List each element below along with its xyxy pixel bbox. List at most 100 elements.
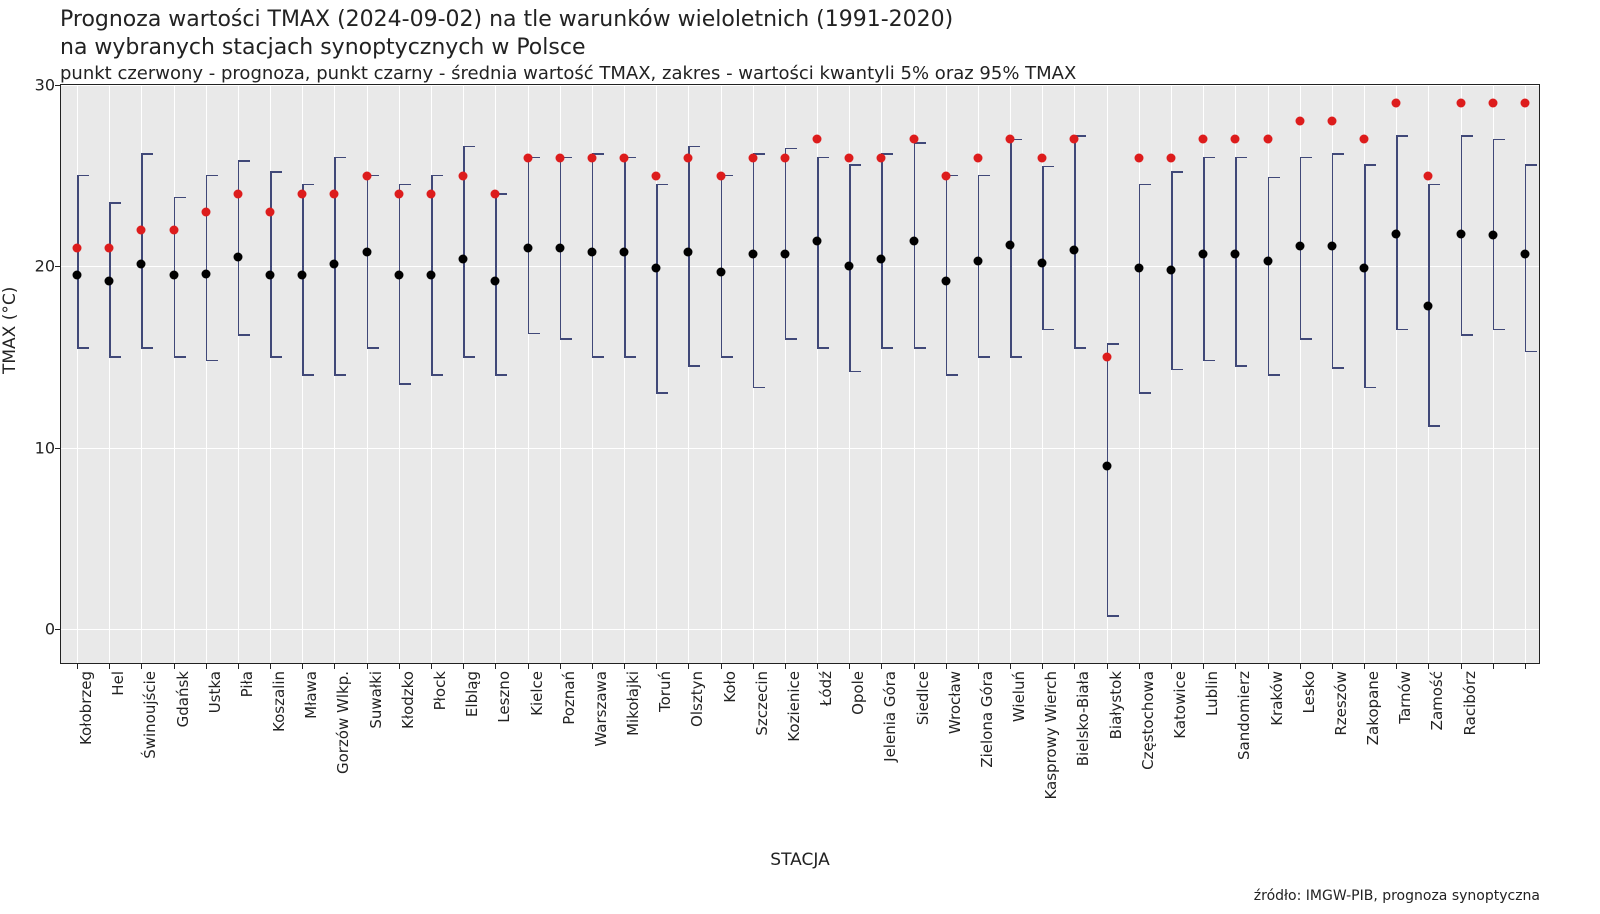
forecast-dot	[137, 226, 146, 235]
error-cap-low	[817, 347, 829, 349]
error-cap-low	[656, 392, 668, 394]
error-cap-low	[914, 347, 926, 349]
error-cap-low	[1235, 365, 1247, 367]
mean-dot	[266, 271, 275, 280]
forecast-dot	[716, 171, 725, 180]
xtick-label: Elbląg	[463, 648, 481, 694]
forecast-dot	[266, 207, 275, 216]
xtick-label: Łódź	[817, 653, 835, 688]
xtick-mark	[1525, 663, 1526, 669]
error-cap-low	[334, 374, 346, 376]
ytick-mark	[55, 448, 61, 449]
error-bar	[1203, 158, 1205, 361]
error-cap-low	[1074, 347, 1086, 349]
xtick-mark	[1493, 663, 1494, 669]
forecast-dot	[201, 207, 210, 216]
gridline-h	[61, 266, 1539, 267]
xtick-label: Suwałki	[367, 642, 385, 700]
error-bar	[656, 185, 658, 393]
error-cap-high	[1428, 184, 1440, 186]
xtick-label: Gorzów Wlkp.	[334, 619, 352, 722]
error-cap-low	[946, 374, 958, 376]
mean-dot	[1070, 245, 1079, 254]
xtick-label: Częstochowa	[1139, 622, 1157, 721]
xtick-label: Siedlce	[914, 644, 932, 698]
error-cap-high	[141, 153, 153, 155]
error-bar	[1364, 165, 1366, 388]
error-bar	[881, 154, 883, 348]
xtick-label: Olsztyn	[688, 643, 706, 699]
mean-dot	[394, 271, 403, 280]
error-cap-high	[431, 175, 443, 177]
error-cap-high	[1364, 164, 1376, 166]
error-cap-high	[849, 164, 861, 166]
mean-dot	[555, 244, 564, 253]
xtick-label: Leszno	[495, 645, 513, 697]
mean-dot	[201, 269, 210, 278]
mean-dot	[298, 271, 307, 280]
error-bar	[367, 176, 369, 348]
error-cap-high	[1235, 157, 1247, 159]
error-bar	[302, 185, 304, 375]
forecast-dot	[748, 153, 757, 162]
error-cap-low	[463, 356, 475, 358]
error-bar	[1268, 177, 1270, 375]
forecast-dot	[1167, 153, 1176, 162]
mean-dot	[1392, 229, 1401, 238]
gridline-v	[206, 85, 207, 663]
error-bar	[1139, 185, 1141, 393]
xtick-label: Warszawa	[592, 633, 610, 709]
mean-dot	[1263, 256, 1272, 265]
forecast-dot	[1520, 99, 1529, 108]
forecast-dot	[1199, 135, 1208, 144]
error-cap-low	[1428, 425, 1440, 427]
forecast-dot	[587, 153, 596, 162]
error-cap-low	[109, 356, 121, 358]
xtick-label: Gdańsk	[174, 643, 192, 699]
mean-dot	[587, 247, 596, 256]
xtick-label: Płock	[431, 651, 449, 690]
mean-dot	[845, 262, 854, 271]
mean-dot	[716, 267, 725, 276]
error-cap-low	[978, 356, 990, 358]
mean-dot	[684, 247, 693, 256]
title-line-2: na wybranych stacjach synoptycznych w Po…	[60, 34, 1076, 62]
error-cap-low	[1171, 369, 1183, 371]
error-bar	[688, 147, 690, 366]
error-cap-low	[431, 374, 443, 376]
xtick-label: Jelenia Góra	[881, 626, 899, 717]
ytick-label: 10	[35, 438, 55, 457]
mean-dot	[330, 260, 339, 269]
title-block: Prognoza wartości TMAX (2024-09-02) na t…	[60, 6, 1076, 86]
error-cap-high	[785, 148, 797, 150]
forecast-dot	[973, 153, 982, 162]
xtick-label: Ustka	[206, 650, 224, 692]
xtick-label: Kołobrzeg	[77, 634, 95, 708]
forecast-dot	[845, 153, 854, 162]
error-bar	[914, 143, 916, 348]
xtick-label: Szczecin	[753, 639, 771, 704]
ytick-label: 30	[35, 76, 55, 95]
error-cap-high	[109, 202, 121, 204]
error-cap-low	[495, 374, 507, 376]
xtick-label: Koszalin	[270, 641, 288, 702]
error-cap-low	[560, 338, 572, 340]
mean-dot	[620, 247, 629, 256]
ytick-mark	[55, 85, 61, 86]
gridline-h	[61, 448, 1539, 449]
error-cap-low	[785, 338, 797, 340]
forecast-dot	[1392, 99, 1401, 108]
xtick-label: Piła	[238, 658, 256, 684]
error-bar	[77, 176, 79, 348]
mean-dot	[137, 260, 146, 269]
ytick-mark	[55, 629, 61, 630]
error-cap-low	[881, 347, 893, 349]
xtick-label: Kasprowy Wierch	[1042, 607, 1060, 736]
error-cap-high	[1461, 135, 1473, 137]
plot-area: 0102030KołobrzegHelŚwinoujścieGdańskUstk…	[60, 84, 1540, 664]
forecast-dot	[233, 189, 242, 198]
error-bar	[1332, 154, 1334, 368]
forecast-dot	[813, 135, 822, 144]
error-cap-low	[721, 356, 733, 358]
xtick-label: Hel	[109, 659, 127, 684]
